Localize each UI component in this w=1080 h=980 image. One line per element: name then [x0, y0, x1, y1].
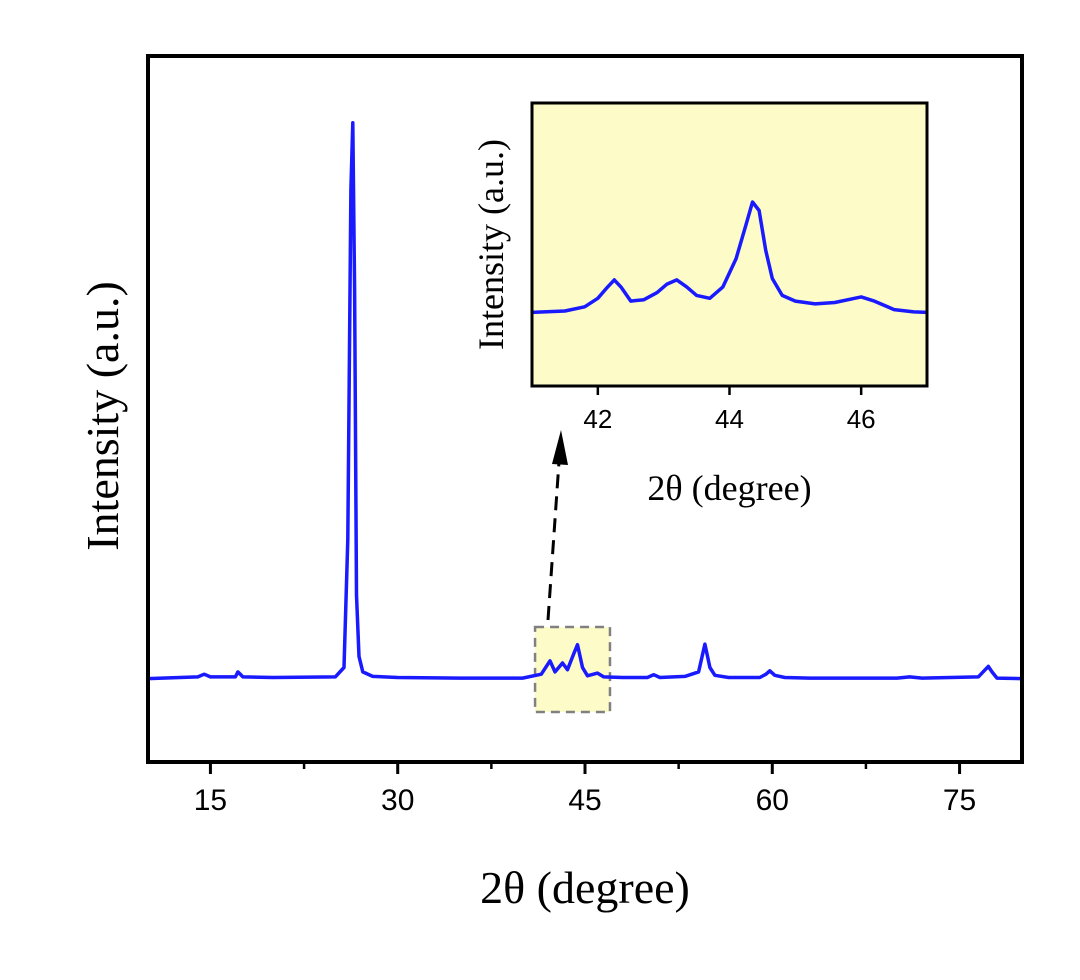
main-x-axis-title: 2θ (degree)	[480, 862, 690, 913]
inset-x-tick-label-2: 46	[847, 404, 876, 434]
inset-series-line-0	[531, 200, 928, 315]
inset-x-ticks: 42 44 46	[583, 386, 876, 434]
inset-x-axis-title: 2θ (degree)	[647, 468, 811, 508]
main-y-axis-title: Intensity (a.u.)	[77, 281, 128, 551]
zoom-region-highlight	[533, 625, 612, 714]
inset-plot-background	[532, 103, 927, 386]
main-x-tick-label-4: 75	[943, 784, 976, 817]
main-x-tick-label-3: 60	[756, 784, 789, 817]
inset-plot-marks	[531, 200, 928, 315]
main-series-line-0	[147, 120, 1023, 681]
main-x-tick-label-1: 30	[381, 784, 414, 817]
zoom-arrow-line	[546, 461, 561, 621]
inset-x-tick-label-0: 42	[583, 404, 612, 434]
main-x-tick-label-2: 45	[568, 784, 601, 817]
inset-x-tick-label-1: 44	[715, 404, 744, 434]
main-x-ticks: 15 30 45 60 75	[194, 762, 976, 817]
zoom-arrow-head	[552, 430, 568, 465]
main-plot-marks	[147, 120, 1023, 681]
inset-y-axis-title: Intensity (a.u.)	[471, 139, 511, 350]
main-x-tick-label-0: 15	[194, 784, 227, 817]
